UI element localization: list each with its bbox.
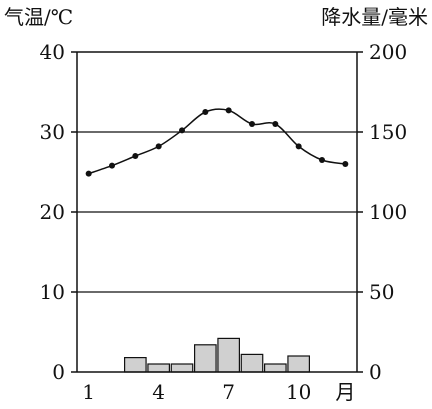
temperature-point-8 — [249, 121, 255, 127]
precip-bar-7 — [217, 337, 241, 373]
x-tick-label-4: 4 — [152, 380, 165, 404]
precip-bar-8 — [240, 353, 264, 373]
temperature-point-6 — [202, 109, 209, 115]
temperature-curve — [88, 108, 346, 175]
axes — [71, 51, 363, 373]
right-tick-label: 150 — [369, 120, 407, 144]
x-tick-label-10: 10 — [286, 380, 311, 404]
temperature-point-9 — [272, 121, 279, 127]
temperature-point-2 — [109, 162, 115, 169]
temperature-point-7 — [225, 107, 232, 114]
left-tick-label: 10 — [40, 280, 65, 304]
left-tick-label: 0 — [52, 360, 65, 384]
precip-bar-3 — [123, 357, 147, 373]
left-tick-label: 40 — [40, 40, 65, 64]
right-tick-label: 0 — [369, 360, 382, 384]
precip-bar-4 — [147, 363, 171, 373]
temperature-point-10 — [295, 143, 302, 150]
temperature-point-5 — [179, 127, 185, 134]
right-axis-title: 降水量/毫米 — [321, 5, 428, 29]
x-tick-label-1: 1 — [82, 380, 95, 404]
precipitation-bars — [123, 337, 310, 373]
labels: 0 10 20 30 40 0 50 100 150 200 1 4 7 10 月 气温/℃ 降水量/毫米 — [4, 5, 428, 404]
right-tick-label: 100 — [369, 200, 407, 224]
x-unit-label: 月 — [335, 380, 355, 404]
temperature-point-1 — [85, 170, 92, 177]
precip-bar-5 — [170, 363, 194, 373]
precip-bar-9 — [264, 363, 287, 373]
grid-lines — [77, 131, 357, 293]
left-axis-title: 气温/℃ — [4, 5, 73, 29]
temperature-point-12 — [342, 161, 349, 167]
right-tick-label: 200 — [369, 40, 407, 64]
left-tick-label: 30 — [40, 120, 65, 144]
left-tick-label: 20 — [40, 200, 65, 224]
x-tick-label-7: 7 — [222, 380, 235, 404]
right-tick-label: 50 — [369, 280, 394, 304]
temperature-point-4 — [155, 143, 162, 150]
precip-bar-6 — [194, 344, 217, 373]
temperature-line — [85, 107, 349, 177]
temperature-point-11 — [319, 157, 325, 163]
temperature-point-3 — [132, 153, 139, 159]
precip-bar-10 — [287, 355, 310, 373]
